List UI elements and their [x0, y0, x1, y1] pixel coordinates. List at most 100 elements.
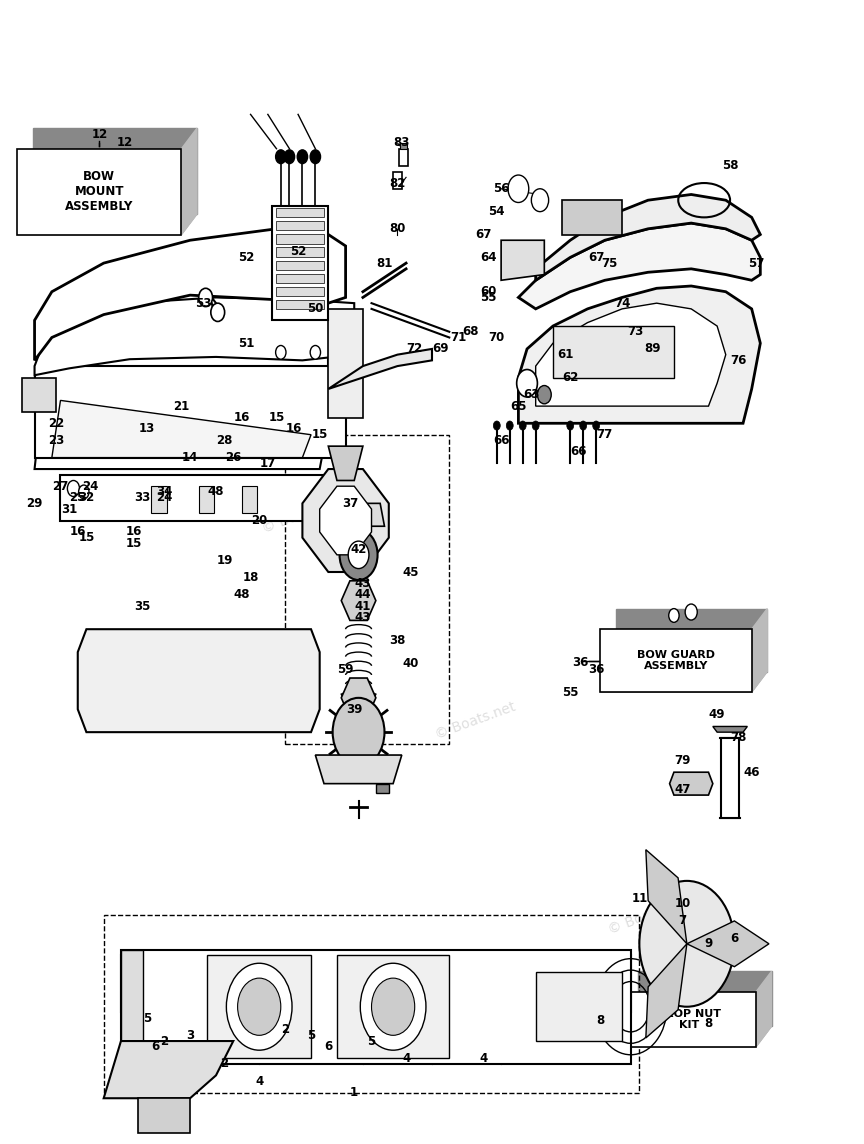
Polygon shape [721, 738, 739, 818]
Polygon shape [60, 475, 328, 521]
Text: 24: 24 [156, 491, 172, 505]
Text: 45: 45 [402, 565, 419, 579]
Polygon shape [138, 1098, 190, 1133]
Polygon shape [536, 303, 726, 406]
Polygon shape [518, 286, 760, 423]
Polygon shape [670, 772, 713, 795]
Polygon shape [622, 992, 756, 1047]
Text: 26: 26 [226, 451, 241, 464]
Circle shape [276, 150, 286, 164]
Text: 50: 50 [308, 302, 323, 316]
Text: 5: 5 [367, 1034, 376, 1048]
Text: BOW
MOUNT
ASSEMBLY: BOW MOUNT ASSEMBLY [65, 170, 134, 213]
Polygon shape [756, 971, 772, 1047]
Polygon shape [207, 955, 311, 1058]
Polygon shape [199, 486, 214, 513]
Text: 3: 3 [186, 1028, 194, 1042]
Polygon shape [616, 609, 767, 672]
Polygon shape [536, 972, 622, 1041]
Text: 16: 16 [70, 525, 86, 539]
Text: 33: 33 [135, 491, 150, 505]
Circle shape [508, 175, 529, 202]
Text: 16: 16 [126, 525, 142, 539]
Text: 36: 36 [588, 662, 604, 676]
Polygon shape [78, 629, 320, 732]
Polygon shape [600, 672, 767, 692]
Circle shape [506, 421, 513, 430]
Text: 48: 48 [233, 588, 251, 602]
Text: 60: 60 [480, 285, 496, 299]
Polygon shape [328, 309, 363, 418]
Text: 62: 62 [562, 371, 578, 384]
Polygon shape [399, 149, 408, 166]
Text: 18: 18 [243, 571, 258, 585]
Text: 2: 2 [160, 1034, 168, 1048]
Text: 15: 15 [269, 411, 284, 424]
Polygon shape [518, 223, 760, 309]
Text: 54: 54 [488, 205, 505, 219]
Polygon shape [376, 784, 389, 793]
Circle shape [567, 421, 574, 430]
Polygon shape [121, 950, 631, 1064]
Text: 38: 38 [390, 634, 405, 648]
Text: 6: 6 [324, 1040, 333, 1054]
Text: 41: 41 [355, 599, 371, 613]
Text: 24: 24 [83, 479, 98, 493]
Polygon shape [393, 172, 402, 189]
Text: 43: 43 [355, 577, 371, 590]
Circle shape [517, 370, 537, 397]
Text: 1: 1 [350, 1086, 359, 1099]
Polygon shape [562, 200, 622, 235]
Polygon shape [320, 486, 372, 555]
Text: 42: 42 [351, 542, 366, 556]
Circle shape [284, 150, 295, 164]
Circle shape [67, 480, 79, 496]
Polygon shape [35, 389, 328, 469]
Polygon shape [622, 1026, 772, 1047]
Text: 56: 56 [492, 182, 510, 196]
Text: 14: 14 [182, 451, 198, 464]
Circle shape [226, 963, 292, 1050]
Circle shape [340, 530, 378, 580]
Circle shape [372, 978, 415, 1035]
Text: 6: 6 [151, 1040, 160, 1054]
Circle shape [211, 303, 225, 321]
Text: 70: 70 [489, 331, 505, 344]
Text: 5: 5 [143, 1011, 151, 1025]
Text: 16: 16 [286, 422, 302, 436]
Text: 28: 28 [217, 434, 232, 447]
Text: 32: 32 [79, 491, 94, 505]
Text: 69: 69 [432, 342, 449, 356]
Text: 65: 65 [510, 399, 527, 413]
Polygon shape [328, 446, 363, 480]
Polygon shape [22, 378, 56, 412]
Text: 8: 8 [704, 1017, 713, 1031]
Text: BOW GUARD
ASSEMBLY: BOW GUARD ASSEMBLY [637, 650, 715, 672]
Text: 17: 17 [260, 456, 276, 470]
Text: 6: 6 [730, 931, 739, 945]
Text: PROP NUT
KIT: PROP NUT KIT [657, 1009, 721, 1030]
Polygon shape [151, 486, 167, 513]
Polygon shape [752, 609, 767, 692]
Text: 81: 81 [377, 256, 392, 270]
Polygon shape [645, 944, 687, 1038]
Text: 80: 80 [390, 222, 405, 236]
Circle shape [310, 150, 321, 164]
Text: 73: 73 [627, 325, 643, 339]
Text: 67: 67 [588, 251, 604, 264]
Polygon shape [536, 194, 760, 280]
Polygon shape [341, 678, 376, 717]
Text: 39: 39 [346, 702, 362, 716]
Text: 22: 22 [48, 416, 64, 430]
Text: 55: 55 [562, 685, 579, 699]
Text: 10: 10 [675, 897, 690, 911]
Circle shape [519, 421, 526, 430]
Circle shape [199, 288, 213, 307]
Text: 37: 37 [342, 496, 358, 510]
Text: © Boats.net: © Boats.net [87, 288, 172, 329]
Circle shape [333, 698, 384, 766]
Polygon shape [121, 950, 143, 1064]
Text: 21: 21 [174, 399, 189, 413]
Polygon shape [553, 326, 674, 378]
Circle shape [297, 150, 308, 164]
